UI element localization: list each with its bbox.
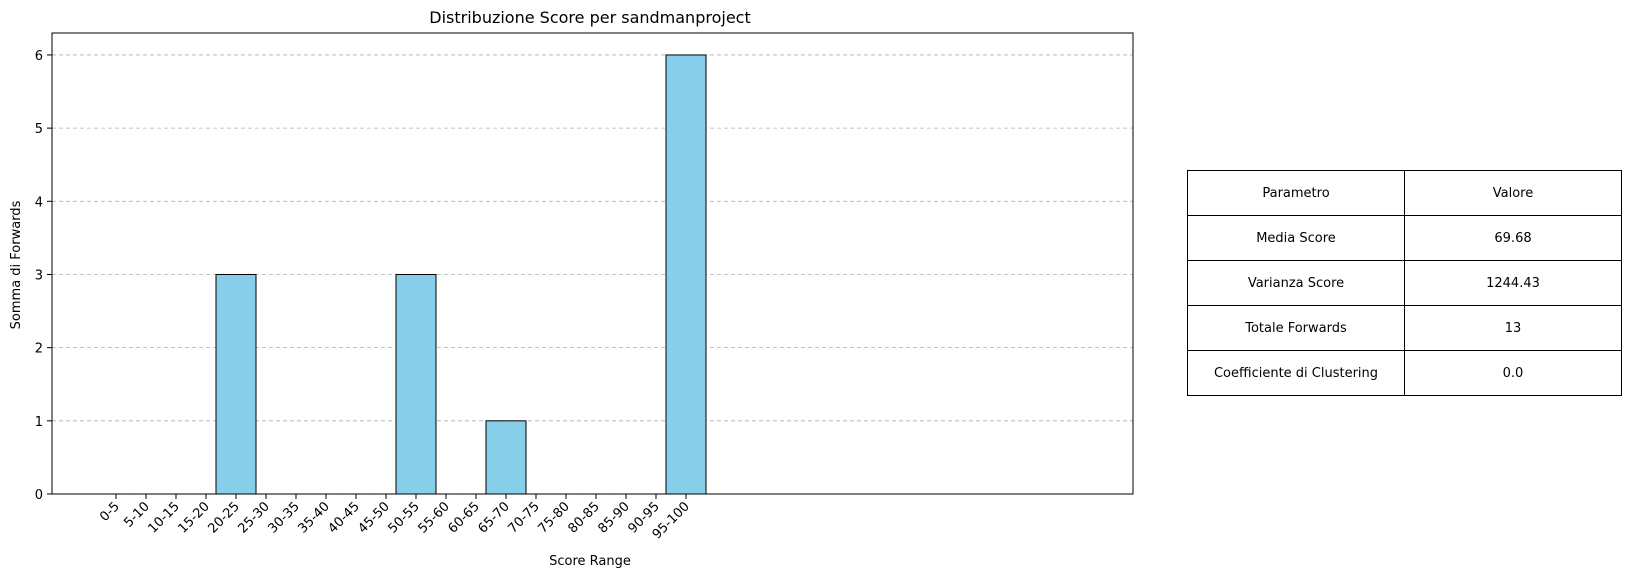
plot-frame: [51, 32, 1134, 495]
table-row: Media Score 69.68: [1187, 215, 1622, 261]
param-cell: Media Score: [1187, 215, 1405, 261]
x-tick-label: 20-25: [206, 499, 243, 536]
x-tick-label: 40-45: [326, 499, 363, 536]
x-tick-label: 45-50: [356, 499, 393, 536]
x-tick-label: 60-65: [446, 499, 483, 536]
table-header-row: Parametro Valore: [1187, 170, 1622, 216]
x-tick-label: 0-5: [97, 499, 123, 525]
table-row: Varianza Score 1244.43: [1187, 260, 1622, 306]
header-value-cell: Valore: [1404, 170, 1622, 216]
bar: [395, 273, 437, 495]
x-tick-label: 65-70: [476, 499, 513, 536]
y-axis-label: Somma di Forwards: [9, 200, 24, 329]
y-tick-label: 0: [35, 488, 43, 503]
param-cell: Coefficiente di Clustering: [1187, 350, 1405, 396]
bar: [665, 54, 707, 495]
x-axis-label: Score Range: [549, 554, 631, 569]
bar: [215, 273, 257, 495]
grid-lines: [52, 54, 1133, 422]
bar: [485, 420, 527, 495]
x-tick-label: 55-60: [416, 499, 453, 536]
y-tick-label: 4: [35, 195, 43, 210]
x-tick-label: 80-85: [566, 499, 603, 536]
y-tick-label: 5: [35, 122, 43, 137]
x-tick-label: 25-30: [236, 499, 273, 536]
axes: [47, 32, 1134, 499]
param-cell: Totale Forwards: [1187, 305, 1405, 351]
y-tick-label: 1: [35, 415, 43, 430]
value-cell: 1244.43: [1404, 260, 1622, 306]
y-tick-label: 3: [35, 268, 43, 283]
bars: [95, 54, 707, 495]
x-tick-label: 10-15: [146, 499, 183, 536]
chart-title: Distribuzione Score per sandmanproject: [429, 8, 750, 27]
table-row: Coefficiente di Clustering 0.0: [1187, 350, 1622, 396]
header-param-cell: Parametro: [1187, 170, 1405, 216]
value-cell: 13: [1404, 305, 1622, 351]
x-tick-label: 75-80: [536, 499, 573, 536]
x-tick-label: 50-55: [386, 499, 423, 536]
table-row: Totale Forwards 13: [1187, 305, 1622, 351]
value-cell: 69.68: [1404, 215, 1622, 261]
value-cell: 0.0: [1404, 350, 1622, 396]
stats-table: Parametro Valore Media Score 69.68 Varia…: [1187, 170, 1622, 396]
x-tick-label: 35-40: [296, 499, 333, 536]
x-tick-label: 85-90: [596, 499, 633, 536]
y-tick-label: 6: [35, 49, 43, 64]
x-tick-label: 30-35: [266, 499, 303, 536]
x-tick-label: 70-75: [506, 499, 543, 536]
tick-labels: 01234560-55-1010-1515-2020-2525-3030-353…: [35, 49, 693, 542]
y-tick-label: 2: [35, 342, 43, 357]
x-tick-label: 15-20: [176, 499, 213, 536]
param-cell: Varianza Score: [1187, 260, 1405, 306]
